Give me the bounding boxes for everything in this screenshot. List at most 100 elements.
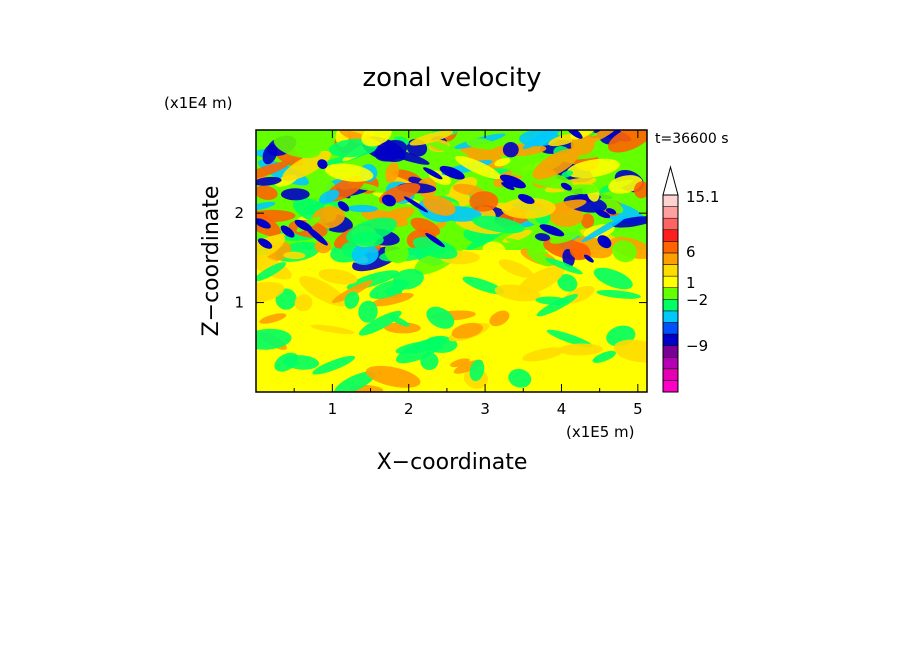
colorbar-swatch [662,333,679,346]
y-tick-label: 1 [234,294,244,312]
x-tick-label: 3 [480,400,490,418]
field-blob-negative [597,235,612,249]
field-blob [581,215,627,243]
field-blob [426,306,455,329]
field-blob-negative [595,209,611,219]
field-blob [256,185,278,200]
field-blob [318,189,340,204]
field-blob [546,329,594,348]
field-blob [501,197,556,219]
field-blob [344,291,360,309]
field-blob-negative [560,182,572,191]
field-blob [563,184,602,195]
colorbar-extend-arrow [662,165,679,196]
field-blob [633,181,647,199]
field-blob-negative [337,201,350,212]
field-blob [451,322,483,339]
field-blob [508,368,532,388]
plot-frame [255,129,648,393]
colorbar-swatch [662,310,679,323]
field-blob [558,343,604,356]
field-blob [522,347,565,362]
field-blob [280,188,310,201]
field-blob [358,310,402,336]
field-blob [466,228,506,251]
field-blob [517,265,565,295]
field-blob [283,355,320,370]
field-blob [256,176,282,186]
field-blob [334,371,376,392]
field-blob [256,262,287,282]
field-blob [557,274,578,292]
field-blob-negative [566,130,583,139]
field-blob [482,241,506,260]
field-blob-negative [423,167,443,180]
field-blob [505,238,549,255]
colorbar-swatch [662,345,679,358]
field-blob [466,138,497,150]
field-blob [282,150,332,181]
field-blob [536,293,578,317]
field-blob-negative [317,159,328,169]
field-blob [460,144,505,170]
field-blob [586,130,618,144]
field-blob [469,191,499,212]
colorbar-swatch [662,368,679,381]
field-blob-negative [605,208,617,215]
field-blob [581,213,595,229]
field-blob [324,163,374,182]
field-blob [532,148,580,180]
colorbar-swatch [662,194,679,207]
field-blob [593,267,633,290]
field-blob [371,292,414,307]
field-blob [608,130,647,153]
field-blob [385,162,400,183]
field-blob-negative [280,225,295,238]
field-blob [498,259,534,278]
field-blob-negative [518,194,535,204]
field-blob [256,328,292,350]
field-blob [358,300,378,323]
field-blob-negative [501,182,515,191]
field-blob [566,158,620,179]
field-blob [471,215,525,234]
colorbar-swatch [662,217,679,231]
field-blob-negative [425,232,445,248]
colorbar-label: 1 [686,274,696,292]
chart-title: zonal velocity [362,63,541,93]
field-blob [592,350,616,363]
field-blob [409,130,454,146]
x-tick-label: 5 [633,400,643,418]
colorbar-label: −2 [686,291,708,309]
field-blob [294,294,313,312]
field-blob-negative [539,224,565,237]
y-tick-label: 2 [234,204,244,222]
field-blob [469,359,485,382]
field-blob [561,170,574,178]
heatmap-field [256,130,647,392]
y-axis-label: Z−coordinate [199,186,224,337]
colorbar-swatch [662,356,679,370]
field-blob [256,161,290,180]
colorbar-swatch [662,206,679,219]
colorbar-swatch [662,287,679,300]
field-blob [351,243,379,265]
x-tick-label: 2 [404,400,414,418]
colorbar-swatch [662,322,679,335]
colorbar-swatch [662,275,679,288]
colorbar-swatch [662,241,679,254]
field-blob [450,358,470,368]
field-blob-negative [583,254,594,263]
field-blob [374,139,408,162]
field-blob [526,249,553,267]
field-blob [488,188,543,199]
colorbar-swatch [662,252,679,265]
field-blob [422,195,456,216]
colorbar-label: −9 [686,337,708,355]
field-blob [494,157,511,167]
colorbar-frame [662,194,679,393]
field-blob [392,268,424,290]
field-blob [312,355,356,375]
field-blob [256,235,286,264]
field-blob-negative [257,238,273,249]
